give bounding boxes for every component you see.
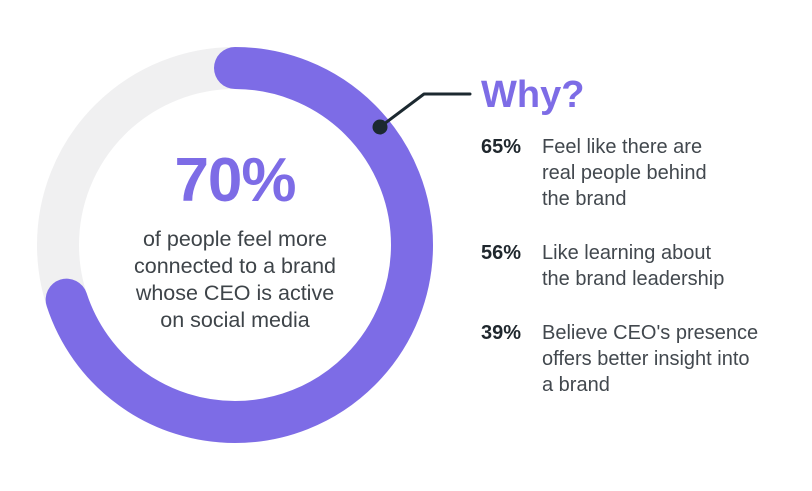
stat-description: Feel like there are real people behind t… (542, 135, 707, 210)
callout-connector-line (378, 92, 472, 129)
donut-center-text: 70% of people feel more connected to a b… (85, 150, 385, 334)
donut-percentage-label: 70% (174, 146, 296, 215)
why-heading: Why? (481, 74, 585, 116)
why-item: 39% Believe CEO's presence offers better… (481, 320, 781, 398)
why-item: 56% Like learning about the brand leader… (481, 240, 781, 292)
donut-description: of people feel more connected to a brand… (133, 227, 336, 332)
donut-progress-arc (37, 47, 433, 443)
stat-percentage: 39% (481, 321, 522, 344)
why-section: Why? 65% Feel like there are real people… (481, 73, 781, 426)
stat-percentage: 56% (481, 241, 522, 264)
why-item: 65% Feel like there are real people behi… (481, 134, 781, 212)
stat-description: Like learning about the brand leadership (542, 241, 725, 290)
stat-description: Believe CEO's presence offers better ins… (542, 321, 759, 396)
stat-percentage: 65% (481, 135, 522, 158)
callout-dot-icon (372, 119, 388, 135)
